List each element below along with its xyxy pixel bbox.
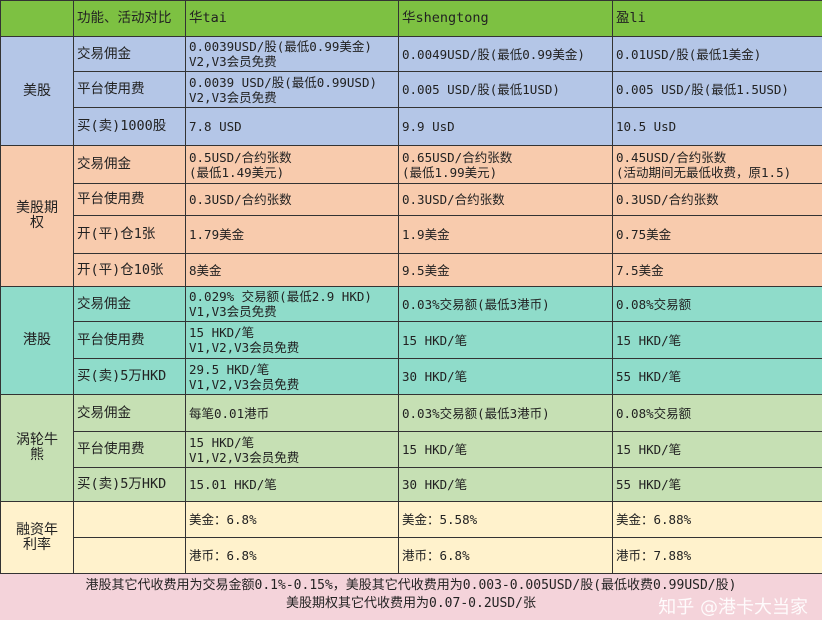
value-cell: 美金：6.88% [612, 501, 822, 538]
value-cell: 55 HKD/笔 [612, 358, 822, 395]
item-label: 买(卖)5万HKD [73, 467, 186, 502]
table-row: 平台使用费 15 HKD/笔 V1,V2,V3会员免费 15 HKD/笔 15 HKD… [1, 431, 822, 468]
value-cell: 0.08%交易额 [612, 286, 822, 322]
footer-line-1: 港股其它代收费用为交易金额0.1%-0.15%，美股其它代收费用为0.003-0… [85, 578, 737, 593]
watermark: 知乎 @港卡大当家 [658, 597, 808, 618]
item-label: 交易佣金 [73, 36, 186, 72]
table-row: 平台使用费 15 HKD/笔 V1,V2,V3会员免费 15 HKD/笔 15 HKD… [1, 321, 822, 359]
value-cell: 0.0049USD/股(最低0.99美金) [398, 36, 613, 72]
value-cell: 8美金 [185, 253, 399, 287]
value-cell: 美金：6.8% [185, 501, 399, 538]
value-cell: 0.3USD/合约张数 [185, 183, 399, 216]
value-cell: 0.03%交易额(最低3港币) [398, 394, 613, 432]
item-label: 买(卖)5万HKD [73, 358, 186, 395]
item-label: 开(平)仓10张 [73, 253, 186, 287]
value-cell: 0.01USD/股(最低1美金) [612, 36, 822, 72]
footer-note: 港股其它代收费用为交易金额0.1%-0.15%，美股其它代收费用为0.003-0… [0, 574, 822, 613]
value-cell: 30 HKD/笔 [398, 358, 613, 395]
value-cell: 1.79美金 [185, 215, 399, 254]
footer-line-2: 美股期权其它代收费用为0.07-0.2USD/张 [286, 596, 536, 611]
item-label [73, 501, 186, 538]
value-cell: 15 HKD/笔 V1,V2,V3会员免费 [185, 431, 399, 468]
group-label: 美股期权 [0, 145, 74, 287]
group-label: 港股 [0, 286, 74, 395]
value-cell: 15.01 HKD/笔 [185, 467, 399, 502]
value-cell: 29.5 HKD/笔 V1,V2,V3会员免费 [185, 358, 399, 395]
value-cell: 0.0039 USD/股(最低0.99USD) V2,V3会员免费 [185, 71, 399, 108]
item-label: 平台使用费 [73, 183, 186, 216]
value-cell: 0.005 USD/股(最低1.5USD) [612, 71, 822, 108]
value-cell: 15 HKD/笔 [398, 321, 613, 359]
value-cell: 0.5USD/合约张数 (最低1.49美元) [185, 145, 399, 184]
value-cell: 0.0039USD/股(最低0.99美金) V2,V3会员免费 [185, 36, 399, 72]
value-cell: 港币：7.88% [612, 537, 822, 574]
header-cell: 盈li [612, 0, 822, 37]
item-label: 平台使用费 [73, 321, 186, 359]
header-cell: 功能、活动对比 [73, 0, 186, 37]
table-row: 买(卖)5万HKD 15.01 HKD/笔 30 HKD/笔 55 HKD/笔 [1, 467, 822, 502]
table-row: 港币：6.8% 港币：6.8% 港币：7.88% [1, 537, 822, 574]
item-label: 交易佣金 [73, 286, 186, 322]
value-cell: 15 HKD/笔 [612, 321, 822, 359]
item-label: 交易佣金 [73, 394, 186, 432]
table-row: 买(卖)1000股 7.8 USD 9.9 UsD 10.5 UsD [1, 107, 822, 146]
value-cell: 港币：6.8% [185, 537, 399, 574]
value-cell: 9.9 UsD [398, 107, 613, 146]
item-label: 开(平)仓1张 [73, 215, 186, 254]
value-cell: 15 HKD/笔 V1,V2,V3会员免费 [185, 321, 399, 359]
group-label: 涡轮牛熊 [0, 394, 74, 502]
value-cell: 美金：5.58% [398, 501, 613, 538]
value-cell: 10.5 UsD [612, 107, 822, 146]
value-cell: 0.08%交易额 [612, 394, 822, 432]
value-cell: 7.5美金 [612, 253, 822, 287]
value-cell: 0.75美金 [612, 215, 822, 254]
header-cell: 华shengtong [398, 0, 613, 37]
value-cell: 15 HKD/笔 [398, 431, 613, 468]
table-row: 涡轮牛熊 交易佣金 每笔0.01港币 0.03%交易额(最低3港币) 0.08%交易额 [0, 394, 822, 502]
value-cell: 0.029% 交易额(最低2.9 HKD) V1,V3会员免费 [185, 286, 399, 322]
item-label [73, 537, 186, 574]
value-cell: 0.45USD/合约张数 (活动期间无最低收费，原1.5) [612, 145, 822, 184]
value-cell: 15 HKD/笔 [612, 431, 822, 468]
item-label: 交易佣金 [73, 145, 186, 184]
value-cell: 每笔0.01港币 [185, 394, 399, 432]
header-row: 功能、活动对比 华tai 华shengtong 盈li [0, 0, 822, 37]
table-row: 美股 交易佣金 0.0039USD/股(最低0.99美金) V2,V3会员免费 0.0… [0, 36, 822, 146]
group-label: 融资年利率 [0, 501, 74, 574]
table-row: 平台使用费 0.3USD/合约张数 0.3USD/合约张数 0.3USD/合约张数 [1, 183, 822, 216]
group-label: 美股 [0, 36, 74, 146]
header-cell [0, 0, 74, 37]
table-row: 平台使用费 0.0039 USD/股(最低0.99USD) V2,V3会员免费 0.… [1, 71, 822, 108]
value-cell: 0.3USD/合约张数 [612, 183, 822, 216]
value-cell: 1.9美金 [398, 215, 613, 254]
value-cell: 0.65USD/合约张数 (最低1.99美元) [398, 145, 613, 184]
table-row: 开(平)仓10张 8美金 9.5美金 7.5美金 [1, 253, 822, 287]
value-cell: 0.005 USD/股(最低1USD) [398, 71, 613, 108]
item-label: 买(卖)1000股 [73, 107, 186, 146]
table-row: 买(卖)5万HKD 29.5 HKD/笔 V1,V2,V3会员免费 30 HKD/笔… [1, 358, 822, 395]
table-row: 融资年利率 美金：6.8% 美金：5.58% 美金：6.88% [0, 501, 822, 574]
item-label: 平台使用费 [73, 71, 186, 108]
header-cell: 华tai [185, 0, 399, 37]
table-row: 港股 交易佣金 0.029% 交易额(最低2.9 HKD) V1,V3会员免费 0.0… [0, 286, 822, 395]
value-cell: 55 HKD/笔 [612, 467, 822, 502]
value-cell: 7.8 USD [185, 107, 399, 146]
value-cell: 0.03%交易额(最低3港币) [398, 286, 613, 322]
value-cell: 30 HKD/笔 [398, 467, 613, 502]
table-row: 美股期权 交易佣金 0.5USD/合约张数 (最低1.49美元) 0.65USD/合约… [0, 145, 822, 287]
item-label: 平台使用费 [73, 431, 186, 468]
fee-comparison-table: 功能、活动对比 华tai 华shengtong 盈li 美股 交易佣金 0.0039USD/… [0, 0, 822, 574]
value-cell: 港币：6.8% [398, 537, 613, 574]
table-row: 开(平)仓1张 1.79美金 1.9美金 0.75美金 [1, 215, 822, 254]
value-cell: 9.5美金 [398, 253, 613, 287]
value-cell: 0.3USD/合约张数 [398, 183, 613, 216]
